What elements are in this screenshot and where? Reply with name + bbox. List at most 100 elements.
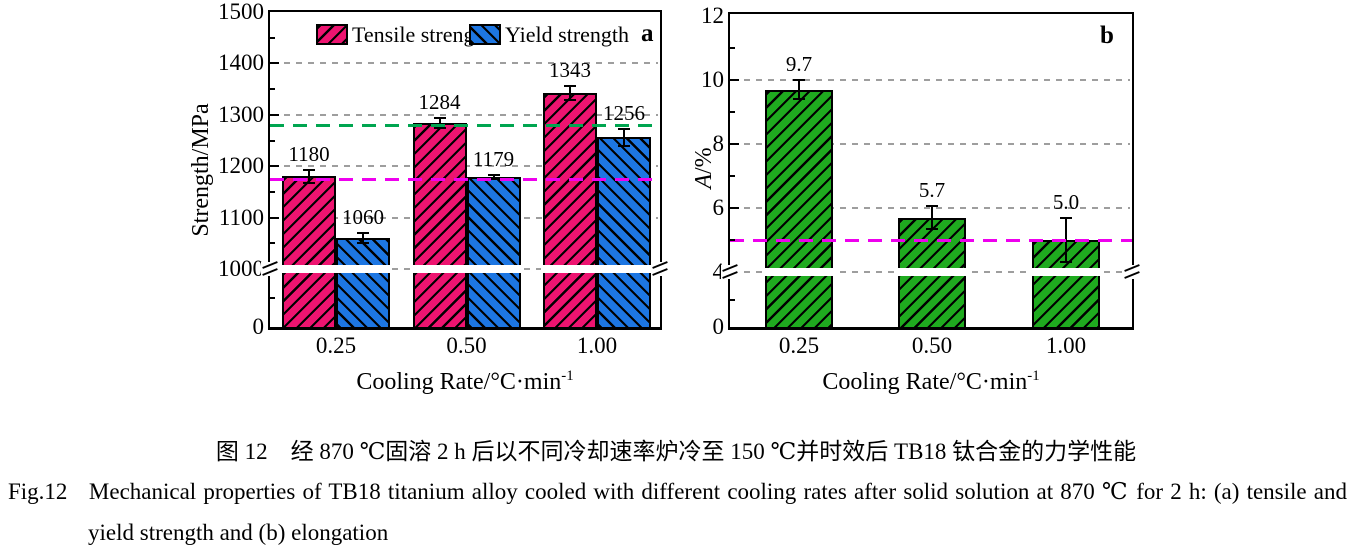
legend-label: Yield strength [505, 22, 630, 47]
bar-tensile-strength-1.00 [543, 92, 597, 329]
error-bar-cap [793, 98, 805, 101]
error-bar-cap [433, 116, 446, 119]
y-tick-minor [270, 139, 275, 142]
y-tick-label: 1100 [218, 204, 264, 230]
error-bar-cap [564, 98, 576, 101]
axis-break-icon [721, 264, 739, 279]
legend-swatch [316, 24, 348, 45]
x-tick-label: 0.25 [315, 333, 357, 358]
y-tick-minor [270, 190, 275, 193]
value-label: 1179 [472, 146, 515, 171]
error-bar [492, 174, 495, 180]
legend-label: Tensile strength [352, 22, 492, 47]
value-label: 9.7 [785, 52, 813, 76]
y-tick-minor [730, 239, 735, 241]
grid-line [272, 62, 658, 65]
error-bar [931, 206, 933, 229]
y-tick-label: 1200 [218, 153, 264, 179]
y-tick-label: 4 [712, 259, 725, 284]
x-axis-title: Cooling Rate/°C·min-1 [356, 368, 574, 395]
x-tick-label: 1.00 [1045, 333, 1087, 358]
error-bar [308, 170, 310, 183]
y-tick-minor [730, 111, 735, 113]
error-bar-cap [433, 127, 446, 130]
y-tick-major [270, 113, 279, 116]
error-bar-cap [303, 181, 315, 184]
legend-swatch [469, 24, 501, 45]
caption-chinese: 图 12 经 870 ℃固溶 2 h 后以不同冷却速率炉冷至 150 ℃并时效后… [215, 439, 1137, 464]
error-bar-cap [1060, 216, 1072, 219]
y-tick-minor [730, 175, 735, 177]
y-tick-minor [730, 298, 735, 301]
error-bar [438, 117, 441, 129]
value-label: 1284 [418, 89, 461, 114]
bar-elongation-0.25 [765, 89, 833, 329]
x-tick-label: 0.50 [446, 333, 487, 358]
reference-line [270, 124, 660, 128]
value-label: 1256 [603, 101, 645, 126]
value-label: 5.0 [1052, 189, 1080, 214]
axis-break-icon [261, 261, 279, 276]
error-bar-cap [926, 205, 938, 208]
error-bar-cap [303, 169, 315, 172]
y-tick-major [270, 165, 279, 168]
axis-break-band [896, 268, 968, 276]
axis-break-icon [1123, 264, 1141, 279]
y-tick-major [270, 216, 279, 219]
axis-break-band [280, 265, 338, 273]
bar-tensile-strength-0.25 [282, 176, 336, 329]
y-axis-title: A/% [691, 147, 717, 189]
x-tick-label: 0.25 [778, 333, 820, 358]
grid-line [732, 79, 1130, 81]
x-axis-title: Cooling Rate/°C·min-1 [822, 368, 1040, 395]
error-bar-cap [1060, 261, 1072, 264]
y-tick-major [730, 79, 739, 81]
y-tick-major [270, 62, 279, 65]
y-tick-label: 8 [712, 131, 725, 156]
y-tick-minor [270, 88, 275, 91]
y-tick-label: 0 [712, 314, 725, 339]
bar-yield-strength-1.00 [597, 137, 651, 329]
caption-english-line1: Fig.12 Mechanical properties of TB18 tit… [8, 479, 1347, 504]
axis-break-band [1030, 268, 1102, 276]
error-bar [798, 80, 800, 100]
axis-break-band [334, 265, 392, 273]
y-tick-minor [270, 242, 275, 245]
axis-break-band [410, 265, 469, 273]
caption-english-line2: yield strength and (b) elongation [88, 520, 389, 545]
error-bar-cap [564, 84, 576, 87]
y-tick-minor [270, 297, 275, 299]
error-bar-cap [793, 79, 805, 81]
error-bar-cap [487, 173, 500, 176]
grid-line [272, 113, 658, 116]
error-bar-cap [618, 128, 630, 131]
x-tick-label: 1.00 [576, 333, 618, 358]
bar-yield-strength-0.50 [466, 176, 521, 329]
y-tick-minor [730, 47, 735, 49]
axis-break-band [595, 265, 653, 273]
reference-line [270, 178, 660, 182]
value-label: 1060 [342, 205, 384, 230]
axis-break-band [541, 265, 599, 273]
value-label: 1180 [288, 142, 330, 167]
y-tick-major [730, 207, 739, 209]
panel-label-a: a [641, 20, 654, 47]
value-label: 1343 [549, 57, 591, 82]
y-tick-label: 1000 [218, 256, 264, 281]
error-bar [569, 85, 571, 100]
y-tick-label: 10 [701, 67, 724, 92]
axis-break-icon [651, 261, 669, 276]
error-bar [362, 233, 364, 244]
bar-yield-strength-0.25 [336, 238, 390, 329]
reference-line [730, 239, 1132, 242]
error-bar-cap [618, 144, 630, 147]
axis-break-band [464, 265, 523, 273]
error-bar [623, 129, 625, 146]
y-tick-label: 12 [701, 3, 724, 28]
error-bar-cap [926, 227, 938, 230]
y-tick-label: 6 [712, 195, 725, 220]
error-bar-cap [357, 242, 369, 245]
y-tick-label: 0 [252, 314, 265, 339]
grid-line [732, 143, 1130, 145]
x-tick-label: 0.50 [911, 333, 953, 358]
